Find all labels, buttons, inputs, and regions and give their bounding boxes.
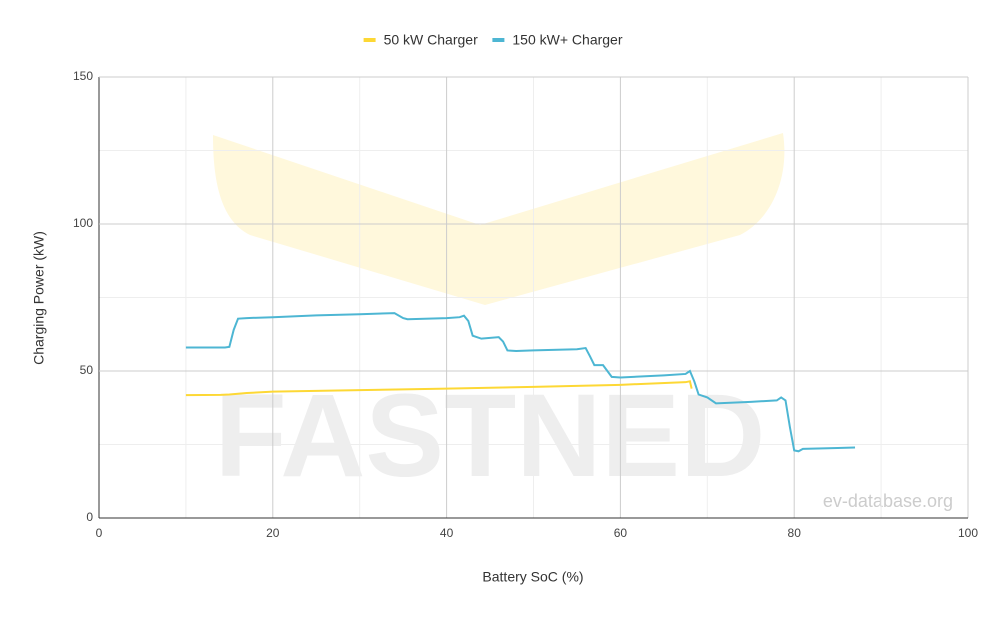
watermark: FASTNED — [215, 370, 766, 502]
data-line — [185, 312, 856, 453]
y-tick-label: 150 — [73, 69, 93, 83]
legend-swatch — [363, 38, 376, 42]
y-tick-label: 0 — [86, 510, 93, 524]
x-tick-label: 60 — [614, 526, 628, 540]
x-tick-label: 0 — [96, 526, 103, 540]
y-tick-label: 50 — [80, 363, 94, 377]
legend-swatch — [492, 38, 505, 42]
watermark: ev-database.org — [823, 491, 953, 511]
x-axis-title: Battery SoC (%) — [482, 569, 583, 585]
data-line — [185, 380, 693, 397]
legend-label: 150 kW+ Charger — [512, 32, 622, 48]
x-tick-label: 100 — [958, 526, 978, 540]
logo-shape — [213, 133, 785, 305]
x-tick-label: 20 — [266, 526, 280, 540]
legend-label: 50 kW Charger — [384, 32, 478, 48]
x-tick-label: 40 — [440, 526, 454, 540]
x-tick-label: 80 — [788, 526, 802, 540]
y-tick-label: 100 — [73, 216, 93, 230]
y-axis-title: Charging Power (kW) — [31, 231, 47, 365]
